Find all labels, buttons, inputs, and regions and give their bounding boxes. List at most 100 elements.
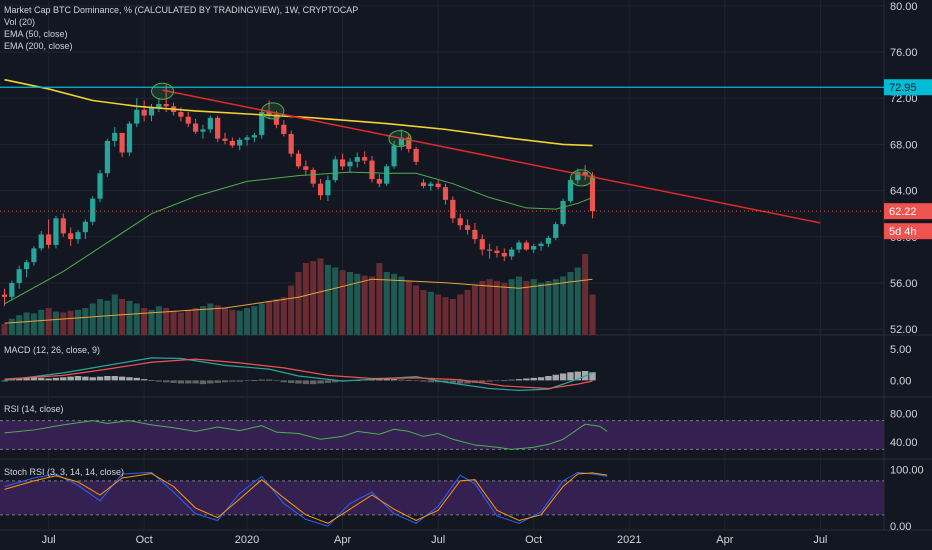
macd-title[interactable]: MACD (12, 26, close, 9) <box>4 345 101 355</box>
macd-histogram-bar <box>30 377 38 381</box>
stoch-rsi-pane[interactable]: 100.00 0.00 <box>0 465 924 534</box>
volume-bar <box>516 276 522 335</box>
macd-histogram-bar <box>376 379 383 381</box>
highlight-ellipse <box>151 82 175 100</box>
volume-bar <box>104 300 111 335</box>
stoch-d-line <box>4 472 608 524</box>
study-vol-label[interactable]: Vol (20) <box>4 17 36 27</box>
volume-bar <box>405 281 412 335</box>
volume-bar <box>538 282 545 335</box>
stoch-rsi-title[interactable]: Stoch RSI (3, 3, 14, 14, close) <box>4 467 125 477</box>
y-tick-label: 64.00 <box>890 186 918 198</box>
macd-histogram-bar <box>493 380 501 381</box>
volume-bar <box>266 300 273 335</box>
y-tick-label: 80.00 <box>890 1 918 13</box>
volume-bar <box>479 281 486 335</box>
volume-bar <box>457 294 464 335</box>
x-tick-label: 2020 <box>235 534 259 546</box>
candle-body <box>442 187 449 200</box>
volume-bar <box>413 285 420 335</box>
level-price-tag-bg <box>884 79 932 96</box>
candle-body <box>347 161 353 167</box>
macd-histogram-bar <box>486 380 493 382</box>
volume-bar <box>214 305 221 335</box>
macd-pane[interactable]: 5.00 0.00 <box>1 344 911 391</box>
macd-histogram-bar <box>567 372 574 381</box>
candle-body <box>288 134 294 154</box>
volume-bar <box>442 297 449 335</box>
macd-histogram-bar <box>559 373 567 381</box>
pane-tick-label: 40.00 <box>890 437 918 449</box>
volume-bar <box>89 303 96 335</box>
highlight-ellipse <box>388 130 412 148</box>
candle-body <box>178 112 184 117</box>
candles[interactable] <box>1 84 596 307</box>
candle-body <box>391 145 397 167</box>
pane-tick-label: 0.00 <box>890 375 911 387</box>
candle-body <box>266 112 272 115</box>
volume-bar <box>82 308 89 335</box>
volume-bar <box>199 306 206 335</box>
macd-histogram-bar <box>545 376 552 381</box>
candle-body <box>398 137 404 146</box>
volume-bar <box>354 273 361 335</box>
volume-bar <box>45 308 52 335</box>
volume-bar <box>376 263 383 335</box>
candle-body <box>82 221 88 233</box>
study-ema50-label[interactable]: EMA (50, close) <box>4 29 68 39</box>
volume-bar <box>471 285 478 335</box>
macd-histogram-bar <box>390 379 398 381</box>
volume-bar <box>324 264 331 335</box>
macd-histogram-bar <box>589 372 596 381</box>
macd-histogram-bar <box>273 380 280 381</box>
volume-bar <box>464 290 471 335</box>
macd-histogram-bar <box>207 380 214 384</box>
volume-bar <box>346 272 353 335</box>
volume-bar <box>361 275 368 335</box>
highlight-ellipse <box>569 169 593 187</box>
candle-body <box>31 248 37 263</box>
candle-body <box>317 183 324 196</box>
rsi-title[interactable]: RSI (14, close) <box>4 404 64 414</box>
candle-body <box>332 159 338 181</box>
macd-histogram-bar <box>89 377 96 381</box>
volume-bar <box>552 279 559 335</box>
volume-bar <box>508 279 515 335</box>
volume-bar <box>288 285 295 335</box>
volume-bar <box>75 309 81 335</box>
macd-histogram-bar <box>287 380 295 383</box>
candle-body <box>281 124 287 134</box>
macd-histogram-bar <box>405 380 412 381</box>
volume-bar <box>67 310 74 335</box>
study-ema200-label[interactable]: EMA (200, close) <box>4 41 73 51</box>
candle-body <box>567 180 574 201</box>
volume-bar <box>1 324 8 335</box>
rsi-pane[interactable]: 80.00 40.00 <box>0 408 918 450</box>
macd-histogram-bar <box>67 376 74 381</box>
volume-bar <box>574 267 581 335</box>
level-price-tag: 72.95 <box>889 82 917 94</box>
macd-histogram-bar <box>420 380 427 382</box>
trendline <box>162 89 821 224</box>
volume-bar <box>16 315 23 335</box>
candle-body <box>531 246 537 250</box>
candle-body <box>90 198 96 222</box>
volume-bar <box>177 312 184 335</box>
macd-histogram-bar <box>383 379 390 381</box>
macd-histogram-bar <box>52 377 60 381</box>
x-tick-label: 2021 <box>617 534 641 546</box>
macd-histogram-bar <box>530 377 537 381</box>
volume-bar <box>52 311 59 335</box>
x-tick-label: Jul <box>42 534 56 546</box>
candle-body <box>207 117 213 130</box>
candle-body <box>516 242 522 250</box>
candle-body <box>251 135 257 138</box>
volume-bar <box>133 303 140 335</box>
y-tick-label: 68.00 <box>890 139 918 151</box>
macd-histogram-bar <box>332 380 339 383</box>
candle-body <box>68 233 74 240</box>
countdown-tag: 5d 4h <box>889 226 917 238</box>
macd-histogram-bar <box>508 379 515 381</box>
candle-body <box>413 149 419 162</box>
